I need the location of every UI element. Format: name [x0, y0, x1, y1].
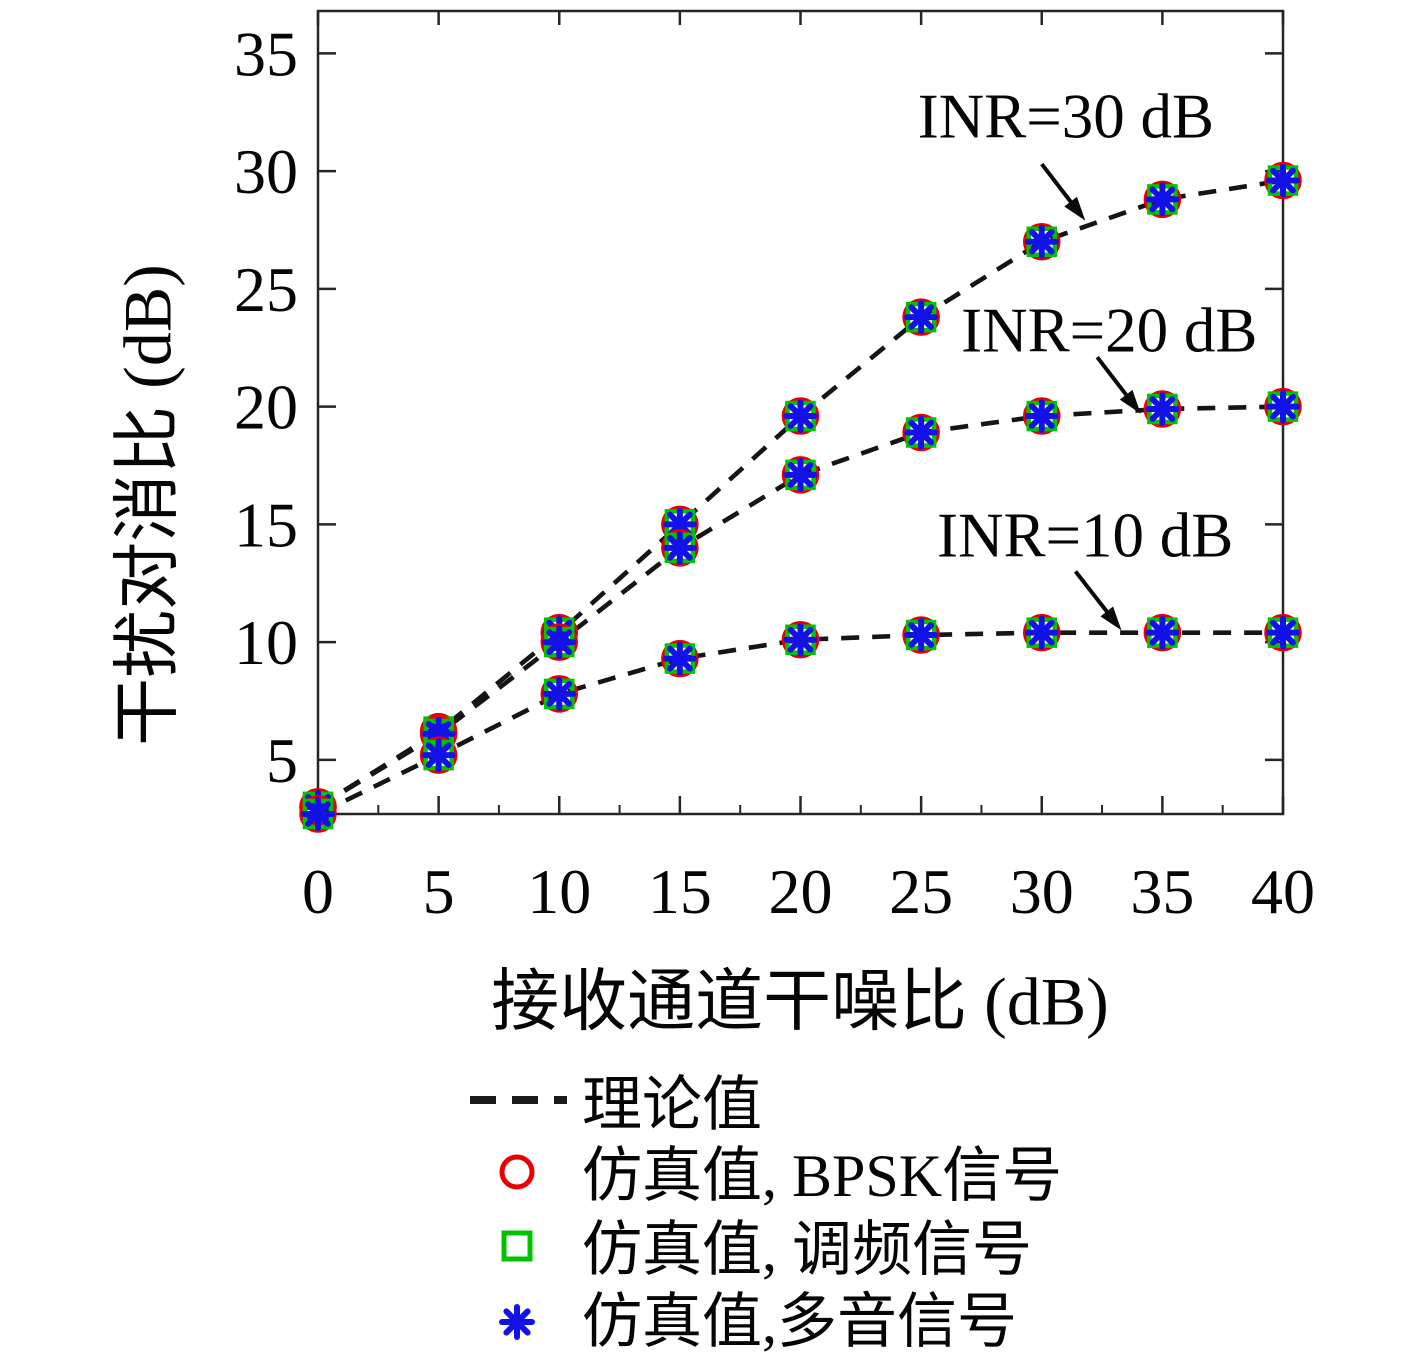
- legend-label-theory: 理论值: [582, 1072, 762, 1139]
- annotation-inr10: INR=10 dB: [937, 500, 1234, 571]
- x-tick-label: 0: [302, 856, 334, 927]
- annotation-inr30: INR=30 dB: [917, 81, 1215, 152]
- data-point-marker-asterisk: [1280, 393, 1296, 410]
- data-point-marker-asterisk: [435, 742, 452, 759]
- legend-label-bpsk: 仿真值, BPSK信号: [582, 1143, 1063, 1210]
- legend-glyph-square: [501, 1230, 533, 1262]
- theory-curve: [316, 404, 1284, 809]
- annotation-arrow: [1095, 355, 1129, 398]
- data-point-marker-asterisk: [1038, 619, 1055, 636]
- data-point-marker-asterisk: [1280, 167, 1296, 184]
- data-point-marker-asterisk: [556, 681, 573, 697]
- theory-curve: [316, 630, 1283, 817]
- x-tick-label: 15: [648, 856, 712, 927]
- data-point-marker-asterisk: [315, 801, 331, 817]
- data-point-marker-asterisk: [676, 645, 693, 662]
- y-tick-label: 30: [234, 136, 298, 207]
- data-point-marker-asterisk: [918, 622, 935, 639]
- x-tick-label: 25: [889, 856, 953, 927]
- x-tick-label: 10: [527, 856, 591, 927]
- data-point-marker-asterisk: [1159, 186, 1176, 203]
- annotation-arrowhead: [1064, 196, 1086, 221]
- x-tick-label: 40: [1251, 856, 1315, 927]
- x-tick-label: 35: [1130, 856, 1194, 927]
- data-point-marker-asterisk: [1159, 396, 1176, 412]
- data-point-marker-asterisk: [797, 626, 814, 643]
- y-tick-label: 20: [234, 372, 298, 443]
- legend-glyph-asterisk: [514, 1308, 531, 1325]
- annotation-arrowhead: [1100, 606, 1122, 631]
- annotation-arrowhead: [1119, 389, 1141, 414]
- y-tick-label: 10: [234, 607, 298, 678]
- y-tick-label: 15: [234, 489, 298, 560]
- y-axis-label: 干扰对消比 (dB): [109, 264, 186, 746]
- data-point-marker-asterisk: [676, 511, 693, 528]
- data-point-marker-asterisk: [797, 403, 814, 420]
- y-tick-label: 5: [266, 725, 298, 796]
- x-tick-label: 5: [423, 856, 455, 927]
- x-tick-label: 20: [769, 856, 833, 927]
- data-point-marker-asterisk: [556, 629, 573, 646]
- legend-label-multitone: 仿真值,多音信号: [582, 1289, 1017, 1354]
- x-tick-label: 30: [1010, 856, 1074, 927]
- data-point-marker-asterisk: [676, 535, 693, 551]
- annotation-arrow: [1073, 570, 1110, 615]
- data-point-marker-asterisk: [435, 721, 452, 737]
- legend-glyph-circle: [499, 1154, 535, 1190]
- data-point-marker-asterisk: [1159, 619, 1176, 636]
- data-point-marker-asterisk: [1038, 403, 1055, 420]
- data-point-marker-asterisk: [1280, 619, 1296, 636]
- data-point-marker-asterisk: [918, 419, 935, 436]
- annotation-arrow: [1040, 162, 1074, 205]
- data-point-marker-asterisk: [1038, 228, 1055, 245]
- x-axis-label: 接收通道干噪比 (dB): [491, 963, 1109, 1040]
- annotation-inr20: INR=20 dB: [961, 295, 1258, 366]
- y-tick-label: 35: [234, 18, 298, 89]
- data-point-marker-asterisk: [797, 462, 814, 478]
- data-point-marker-asterisk: [918, 304, 935, 321]
- y-tick-label: 25: [234, 254, 298, 325]
- legend-label-fm: 仿真值, 调频信号: [582, 1217, 1032, 1284]
